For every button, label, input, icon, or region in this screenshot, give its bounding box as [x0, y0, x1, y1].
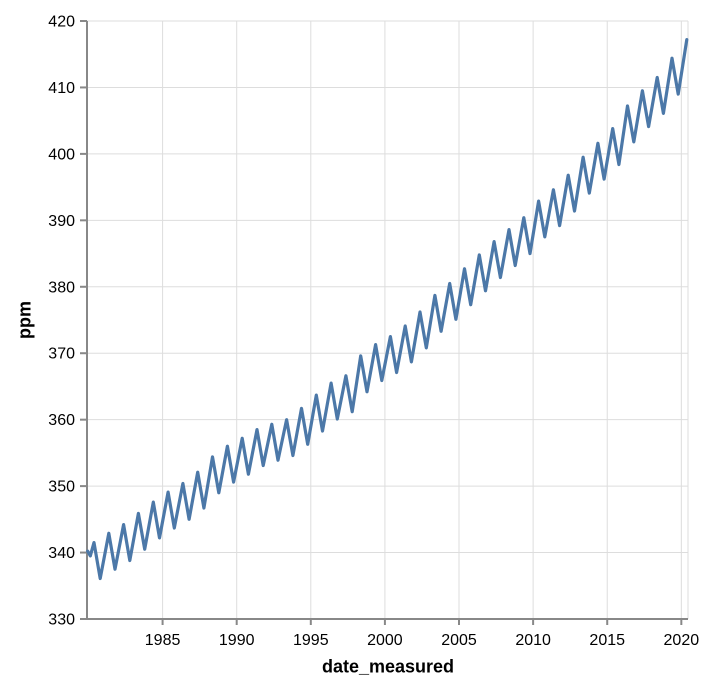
y-tick-label: 360	[48, 412, 75, 429]
x-tick-label: 1995	[293, 632, 329, 649]
x-tick-label: 1990	[219, 632, 255, 649]
x-tick-label: 2005	[441, 632, 477, 649]
y-tick-label: 400	[48, 146, 75, 163]
x-tick-label: 2000	[367, 632, 403, 649]
x-tick-label: 2015	[589, 632, 625, 649]
y-tick-label: 340	[48, 545, 75, 562]
y-tick-label: 330	[48, 612, 75, 629]
x-axis-title: date_measured	[321, 656, 455, 677]
y-axis-title: ppm	[14, 301, 35, 339]
y-tick-label: 380	[48, 279, 75, 296]
y-tick-label: 410	[48, 80, 75, 97]
co2-series-line	[86, 38, 689, 581]
x-tick-label: 2010	[515, 632, 551, 649]
x-tick-label: 2020	[664, 632, 700, 649]
x-tick-label: 1985	[145, 632, 181, 649]
y-tick-label: 370	[48, 346, 75, 363]
y-tick-label: 390	[48, 213, 75, 230]
y-tick-label: 420	[48, 14, 75, 31]
y-tick-label: 350	[48, 479, 75, 496]
